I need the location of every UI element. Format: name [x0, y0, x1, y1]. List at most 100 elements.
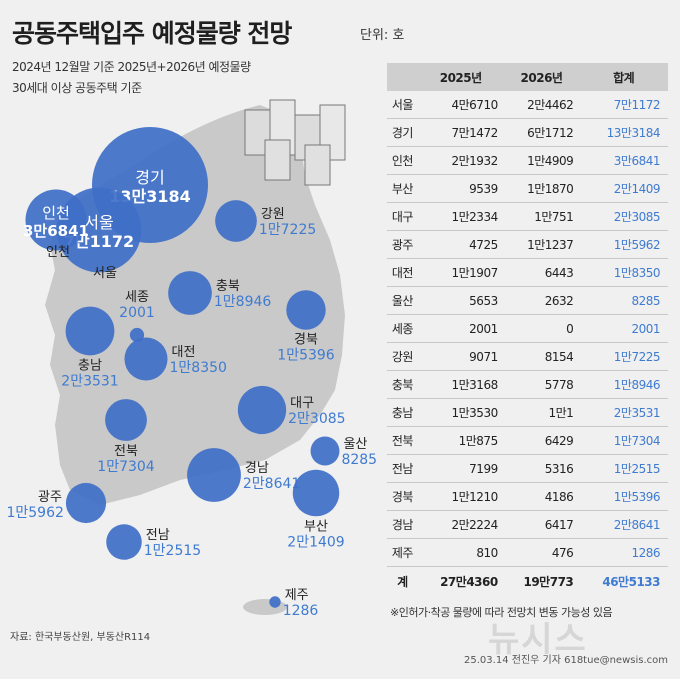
table-cell-total: 1만7304 [579, 426, 668, 455]
bubble-16 [269, 596, 281, 608]
table-cell-y2026: 8154 [503, 342, 580, 371]
table-cell-y2026: 5778 [503, 370, 580, 399]
table-cell-region: 강원 [387, 342, 418, 371]
table-cell-region: 경남 [387, 510, 418, 539]
bubble-value-label: 2만3531 [61, 373, 118, 389]
table-cell-y2025: 4만6710 [417, 91, 504, 119]
table-row: 제주 810 476 1286 [387, 538, 668, 567]
bubble-3 [215, 200, 257, 242]
table-cell-y2026: 1만1870 [503, 174, 580, 203]
bubble-name-label: 경북 [294, 333, 318, 348]
table-cell-total: 2만8641 [579, 510, 668, 539]
table-cell-y2025: 1만1210 [417, 482, 504, 511]
table-cell-region: 제주 [387, 538, 418, 567]
table-cell-total: 1만5396 [579, 482, 668, 511]
bubble-value-label: 1만8350 [170, 360, 227, 376]
table-cell-y2025: 27만4360 [440, 575, 498, 589]
table-cell-y2025: 1만3530 [417, 398, 504, 427]
bubble-8 [286, 290, 326, 330]
table-cell-total: 1만8946 [579, 370, 668, 399]
footnote: ※인허가·착공 물량에 따라 전망치 변동 가능성 있음 [390, 606, 613, 619]
bubble-value-label: 1만5396 [277, 348, 335, 364]
table-cell-region: 세종 [387, 314, 418, 343]
bubble-name-label: 세종 [125, 290, 149, 305]
apartment-illustration [244, 99, 346, 186]
table-cell-y2026: 1만1 [503, 398, 580, 427]
table-cell-total: 7만1172 [579, 91, 668, 119]
table-row: 충북 1만3168 5778 1만8946 [387, 370, 668, 399]
table-cell-region: 인천 [387, 146, 418, 175]
table-cell-total: 2001 [579, 314, 668, 343]
bubble-value-label: 2만3085 [288, 411, 345, 427]
table-header-row: 2025년 2026년 합계 [387, 63, 668, 91]
table-cell-y2025: 1만2334 [417, 202, 504, 231]
table-header-cell: 2025년 [417, 63, 504, 91]
page-title: 공동주택입주 예정물량 전망 [12, 19, 292, 48]
table-cell-total: 46만5133 [602, 575, 660, 589]
bubble-6 [65, 306, 115, 356]
unit-label: 단위: 호 [360, 28, 405, 43]
bubble-7 [124, 337, 168, 381]
table-cell-y2025: 810 [417, 538, 504, 567]
bubble-name-label: 부산 [304, 519, 328, 534]
table-row: 인천 2만1932 1만4909 3만6841 [387, 146, 668, 175]
table-cell-y2026: 2632 [503, 286, 580, 315]
table-total-row: 계 27만4360 19만773 46만5133 [387, 567, 668, 597]
bubble-value-label: 2만8641 [243, 476, 300, 492]
table-row: 부산 9539 1만1870 2만1409 [387, 174, 668, 203]
table-cell-y2025: 2만2224 [417, 510, 504, 539]
table-cell-region: 경북 [387, 482, 418, 511]
bubble-name-label: 강원 [261, 207, 285, 222]
table-row: 대전 1만1907 6443 1만8350 [387, 258, 668, 287]
bubble-value-label: 1만7225 [259, 222, 316, 238]
bubble-15 [106, 524, 142, 560]
bubble-4 [168, 271, 212, 315]
table-cell-total: 2만1409 [579, 174, 668, 203]
table-cell-y2025: 2001 [417, 314, 504, 343]
table-cell-total: 2만3531 [579, 398, 668, 427]
table-header-cell: 2026년 [503, 63, 580, 91]
table-cell-y2026: 2만4462 [503, 91, 580, 119]
table-row: 경북 1만1210 4186 1만5396 [387, 482, 668, 511]
table-cell-y2025: 9539 [417, 174, 504, 203]
table-cell-total: 1286 [579, 538, 668, 567]
table-cell-y2026: 6만1712 [503, 118, 580, 147]
table-row: 세종 2001 0 2001 [387, 314, 668, 343]
table-row: 강원 9071 8154 1만7225 [387, 342, 668, 371]
table-cell-y2026: 4186 [503, 482, 580, 511]
housing-supply-table: 2025년 2026년 합계 서울 4만6710 2만4462 7만1172 경기 7만1… [387, 63, 668, 596]
table-cell-y2026: 6429 [503, 426, 580, 455]
table-cell-y2025: 5653 [417, 286, 504, 315]
table-cell-y2025: 2만1932 [417, 146, 504, 175]
table-row: 경기 7만1472 6만1712 13만3184 [387, 118, 668, 147]
table-cell-total: 1만8350 [579, 258, 668, 287]
subtitle-date: 2024년 12월말 기준 2025년+2026년 예정물량 [12, 60, 251, 74]
bubble-name-label: 광주 [38, 490, 62, 505]
table-row: 대구 1만2334 1만751 2만3085 [387, 202, 668, 231]
table-cell-total: 13만3184 [579, 118, 668, 147]
bubble-value-label: 1만5962 [6, 505, 63, 521]
table-cell-y2025: 9071 [417, 342, 504, 371]
watermark-logo: 뉴시스 [488, 620, 588, 660]
subtitle-criteria: 30세대 이상 공동주택 기준 [12, 81, 142, 95]
bubble-name-label: 제주 [285, 588, 309, 603]
table-cell-region: 충남 [387, 398, 418, 427]
table-cell-region: 전남 [387, 454, 418, 483]
bubble-9 [237, 385, 287, 435]
bubble-name-label: 울산 [343, 437, 367, 452]
table-cell-y2026: 1만1237 [503, 230, 580, 259]
bubble-name-label: 전북 [114, 444, 138, 459]
bubble-name-label: 대구 [290, 396, 314, 411]
bubble-name-label: 충남 [78, 358, 102, 373]
bubble-value-label: 2001 [119, 305, 155, 321]
table-row: 충남 1만3530 1만1 2만3531 [387, 398, 668, 427]
credit-label: 25.03.14 전진우 기자 618tue@newsis.com [464, 655, 668, 666]
table-cell-region: 전북 [387, 426, 418, 455]
table-cell-y2026: 1만751 [503, 202, 580, 231]
bubble-name-label: 서울 [84, 213, 113, 232]
table-cell-y2026: 6417 [503, 510, 580, 539]
table-cell-total: 1만7225 [579, 342, 668, 371]
table-cell-region: 서울 [387, 91, 418, 119]
bubble-name-label: 충북 [216, 279, 240, 294]
bubble-region-label: 서울 [93, 266, 117, 281]
